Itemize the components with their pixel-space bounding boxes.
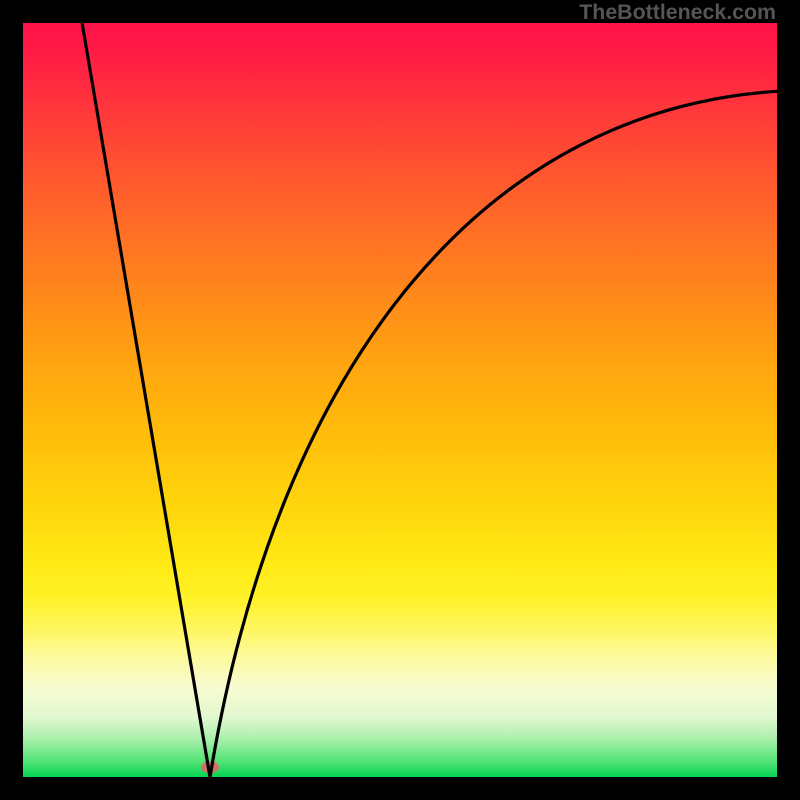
curve-layer <box>23 23 777 777</box>
curve-left-branch <box>80 23 210 777</box>
curve-right-branch <box>210 91 777 777</box>
plot-stage <box>23 23 777 777</box>
watermark-text: TheBottleneck.com <box>579 0 776 25</box>
